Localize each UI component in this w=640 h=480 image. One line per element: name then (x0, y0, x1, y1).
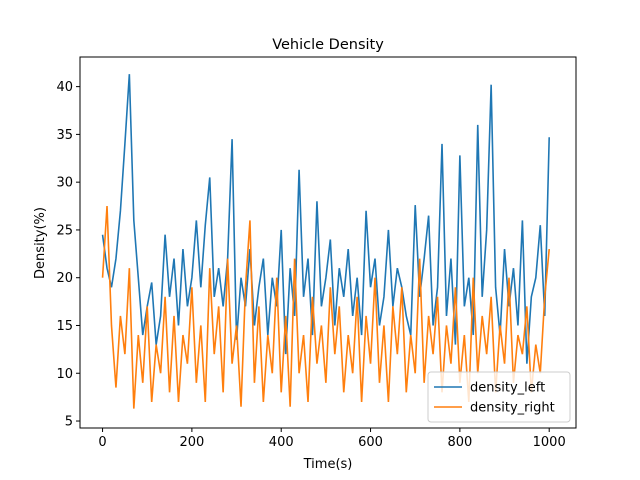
plot-frame (79, 56, 577, 429)
y-tick-label: 10 (56, 367, 73, 382)
y-axis-label: Density(%) (33, 207, 48, 279)
y-tick-label: 40 (56, 80, 73, 95)
y-tick-label: 25 (56, 223, 73, 238)
line-series (101, 74, 550, 364)
chart-title: Vehicle Density (272, 37, 384, 53)
x-tick-label: 1000 (533, 435, 566, 450)
x-tick-label: 400 (269, 435, 294, 450)
y-tick-label: 15 (56, 319, 73, 334)
y-tick-label: 20 (56, 271, 73, 286)
y-tick-label: 35 (56, 128, 73, 143)
line-series (101, 206, 550, 409)
x-tick-label: 200 (179, 435, 204, 450)
x-axis-label: Time(s) (303, 457, 353, 472)
y-tick-label: 5 (65, 415, 73, 430)
y-tick-label: 30 (56, 176, 73, 191)
x-tick-label: 800 (447, 435, 472, 450)
legend-label: density_right (470, 401, 555, 416)
legend-label: density_left (470, 381, 545, 396)
legend-box (427, 371, 571, 423)
x-tick-label: 600 (358, 435, 383, 450)
x-tick-label: 0 (98, 435, 106, 450)
